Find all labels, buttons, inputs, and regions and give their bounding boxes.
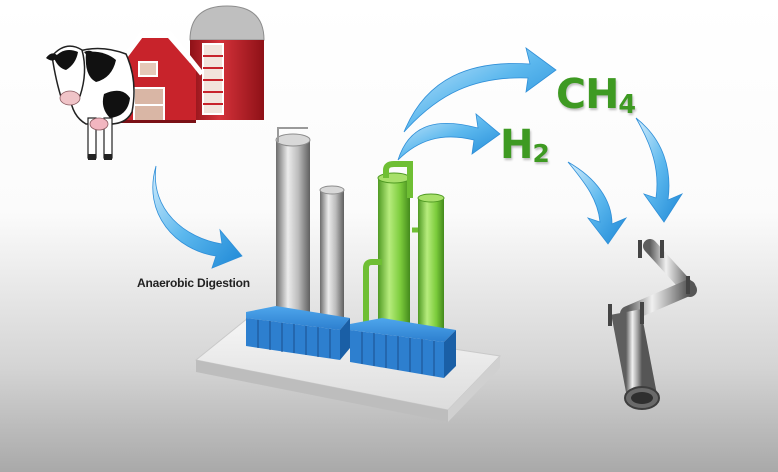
hydrogen-subscript: 2 xyxy=(532,139,549,169)
anaerobic-digestion-label: Anaerobic Digestion xyxy=(137,276,250,290)
methane-label: CH4 xyxy=(556,70,636,119)
hydrogen-label: H2 xyxy=(500,122,550,169)
digester-plant-icon xyxy=(194,127,502,422)
cow-icon xyxy=(46,45,135,160)
arrow-icon xyxy=(635,117,684,223)
arrow-icon xyxy=(567,161,628,245)
methane-subscript: 4 xyxy=(618,88,636,119)
methane-main: CH xyxy=(556,70,619,118)
arrow-icon xyxy=(152,165,243,269)
hydrogen-main: H xyxy=(500,122,533,168)
barn-icon xyxy=(110,31,204,123)
pipeline-icon xyxy=(608,239,697,410)
arrow-icon xyxy=(397,113,501,161)
silo-icon xyxy=(189,5,265,120)
arrow-icon xyxy=(403,47,557,133)
